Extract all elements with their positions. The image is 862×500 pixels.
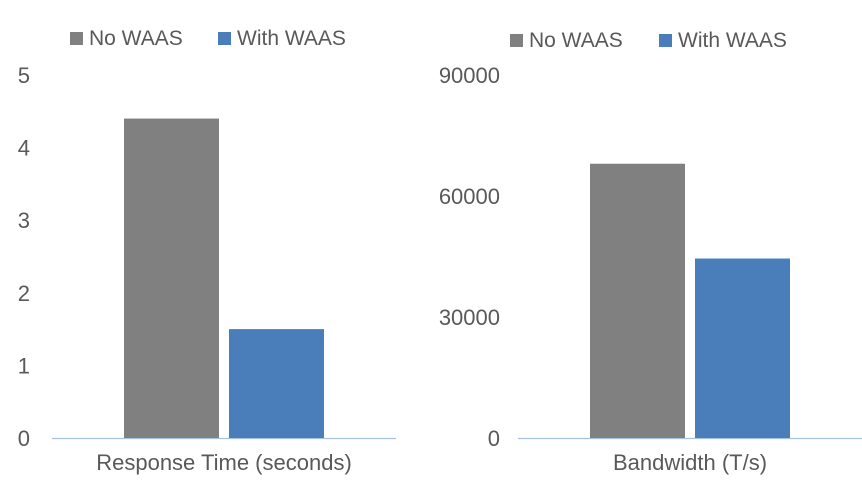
legend-swatch-with-waas [218,32,231,45]
legend-label-with-waas: With WAAS [678,29,787,52]
legend-swatch-no-waas [510,34,523,47]
y-tick-label: 0 [18,426,30,451]
bar-with-waas [695,258,790,438]
y-tick-label: 5 [18,63,30,88]
x-category-label: Bandwidth (T/s) [613,450,767,475]
legend-label-no-waas: No WAAS [529,29,623,52]
response-time-chart: 0 1 2 3 4 5 Response Time (seconds) No WAAS With… [18,27,396,475]
y-tick-label: 3 [18,208,30,233]
legend-label-no-waas: No WAAS [89,27,183,50]
y-tick-label: 4 [18,136,30,161]
legend-swatch-with-waas [659,34,672,47]
bar-no-waas [590,163,685,438]
legend-swatch-no-waas [70,32,83,45]
y-tick-label: 2 [18,281,30,306]
y-tick-label: 90000 [439,63,500,88]
y-tick-label: 1 [18,353,30,378]
bar-no-waas [124,118,219,438]
x-category-label: Response Time (seconds) [96,450,352,475]
y-tick-label: 60000 [439,184,500,209]
bandwidth-chart: 0 30000 60000 90000 Bandwidth (T/s) No WAAS Wi… [439,29,862,475]
y-tick-label: 30000 [439,305,500,330]
y-tick-label: 0 [488,426,500,451]
legend-label-with-waas: With WAAS [237,27,346,50]
bar-with-waas [229,329,324,438]
